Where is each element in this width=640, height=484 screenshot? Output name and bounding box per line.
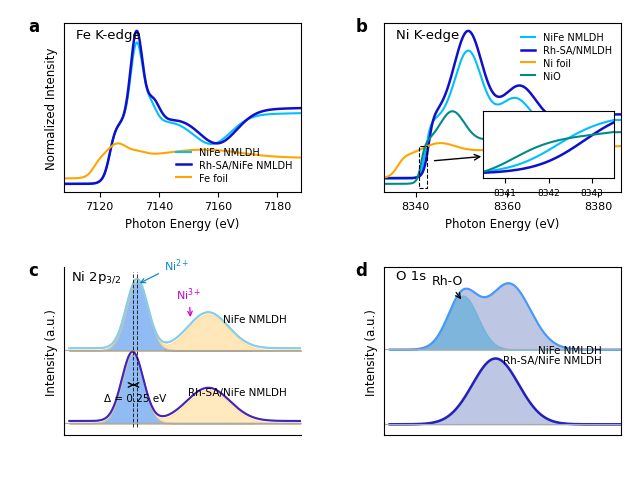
NiO (518, 133, 525, 138)
Y-axis label: Normalized Intensity: Normalized Intensity (45, 47, 58, 169)
NiO (394, 182, 402, 187)
Fe foil (75, 176, 83, 182)
Rh-SA/NiFe NMLDH (198, 133, 205, 139)
Line: NiFe NMLDH: NiFe NMLDH (384, 51, 621, 179)
NiFe NMLDH (204, 141, 212, 147)
Rh-SA/NMLDH (380, 176, 388, 182)
Rh-SA/NiFe NMLDH (297, 106, 305, 112)
Line: Rh-SA/NMLDH: Rh-SA/NMLDH (384, 32, 621, 179)
Text: Rh-SA/NiFe NMLDH: Rh-SA/NiFe NMLDH (188, 387, 287, 397)
NiFe NMLDH (584, 118, 592, 124)
Ni foil (560, 145, 568, 151)
Fe foil (211, 148, 219, 153)
Text: c: c (28, 261, 38, 279)
Y-axis label: Intensity (a.u.): Intensity (a.u.) (365, 308, 378, 395)
Text: a: a (28, 17, 40, 35)
Rh-SA/NiFe NMLDH (75, 182, 83, 187)
Line: Rh-SA/NiFe NMLDH: Rh-SA/NiFe NMLDH (64, 32, 301, 184)
Text: Ni$^{3+}$: Ni$^{3+}$ (176, 286, 202, 316)
Fe foil (60, 176, 68, 182)
Ni foil (436, 141, 444, 147)
Text: b: b (355, 17, 367, 35)
Fe foil (240, 151, 248, 157)
Ni foil (524, 146, 532, 152)
Rh-SA/NMLDH (617, 112, 625, 118)
NiFe NMLDH (264, 112, 272, 118)
Line: Fe foil: Fe foil (64, 144, 301, 179)
NiFe NMLDH (531, 114, 539, 120)
NiFe NMLDH (75, 182, 83, 187)
Line: Ni foil: Ni foil (384, 144, 621, 178)
NiO (531, 131, 539, 137)
Rh-SA/NiFe NMLDH (133, 29, 141, 35)
Rh-SA/NiFe NMLDH (204, 138, 212, 144)
Fe foil (114, 141, 122, 147)
NiFe NMLDH (524, 105, 532, 111)
Ni foil (617, 144, 625, 150)
NiFe NMLDH (518, 99, 525, 105)
Rh-SA/NiFe NMLDH (264, 108, 272, 114)
NiO (584, 130, 592, 136)
NiFe NMLDH (133, 41, 141, 46)
X-axis label: Photon Energy (eV): Photon Energy (eV) (125, 217, 239, 230)
Rh-SA/NMLDH (531, 97, 539, 103)
Rh-SA/NiFe NMLDH (211, 141, 219, 147)
Fe foil (297, 155, 305, 161)
NiO (560, 130, 568, 136)
Bar (419, 146, 427, 189)
Ni foil (380, 175, 388, 181)
Fe foil (204, 148, 212, 153)
NiFe NMLDH (297, 111, 305, 117)
Rh-SA/NiFe NMLDH (240, 120, 248, 126)
Rh-SA/NMLDH (464, 29, 472, 35)
X-axis label: Photon Energy (eV): Photon Energy (eV) (445, 217, 559, 230)
Ni foil (531, 146, 539, 152)
Text: Ni K-edge: Ni K-edge (396, 29, 459, 42)
Rh-SA/NMLDH (394, 176, 402, 182)
Text: Fe K-edge: Fe K-edge (76, 29, 141, 42)
Ni foil (518, 147, 525, 152)
Text: Rh-O: Rh-O (432, 275, 463, 299)
Text: Ni$^{2+}$: Ni$^{2+}$ (141, 257, 189, 283)
Rh-SA/NMLDH (518, 84, 525, 90)
Line: NiO: NiO (384, 112, 621, 184)
Legend: NiFe NMLDH, Rh-SA/NMLDH, Ni foil, NiO: NiFe NMLDH, Rh-SA/NMLDH, Ni foil, NiO (516, 29, 616, 86)
NiO (524, 132, 532, 137)
Rh-SA/NMLDH (560, 115, 568, 121)
Fe foil (198, 148, 205, 153)
NiFe NMLDH (394, 176, 402, 182)
Rh-SA/NMLDH (524, 88, 532, 94)
Y-axis label: Intensity (a.u.): Intensity (a.u.) (45, 308, 58, 395)
Line: NiFe NMLDH: NiFe NMLDH (64, 44, 301, 184)
Legend: NiFe NMLDH, Rh-SA/NiFe NMLDH, Fe foil: NiFe NMLDH, Rh-SA/NiFe NMLDH, Fe foil (172, 144, 296, 187)
NiFe NMLDH (60, 182, 68, 187)
NiFe NMLDH (560, 121, 568, 126)
NiO (380, 182, 388, 187)
Text: NiFe NMLDH: NiFe NMLDH (538, 345, 602, 355)
Ni foil (394, 163, 402, 168)
Ni foil (584, 145, 592, 151)
Text: Δ = 0.25 eV: Δ = 0.25 eV (104, 393, 166, 404)
Rh-SA/NiFe NMLDH (60, 182, 68, 187)
NiFe NMLDH (198, 139, 205, 145)
NiFe NMLDH (211, 141, 219, 147)
Text: Ni 2p$_{3/2}$: Ni 2p$_{3/2}$ (71, 270, 122, 286)
Text: Rh-SA/NiFe NMLDH: Rh-SA/NiFe NMLDH (503, 356, 602, 366)
Fe foil (264, 154, 272, 160)
NiFe NMLDH (464, 48, 472, 54)
Text: O 1s: O 1s (396, 270, 426, 282)
NiFe NMLDH (380, 176, 388, 182)
NiO (617, 130, 625, 136)
NiFe NMLDH (617, 118, 625, 123)
Text: NiFe NMLDH: NiFe NMLDH (223, 315, 287, 324)
NiFe NMLDH (240, 119, 248, 125)
Text: d: d (355, 261, 367, 279)
Rh-SA/NMLDH (584, 112, 592, 118)
NiO (449, 109, 456, 115)
